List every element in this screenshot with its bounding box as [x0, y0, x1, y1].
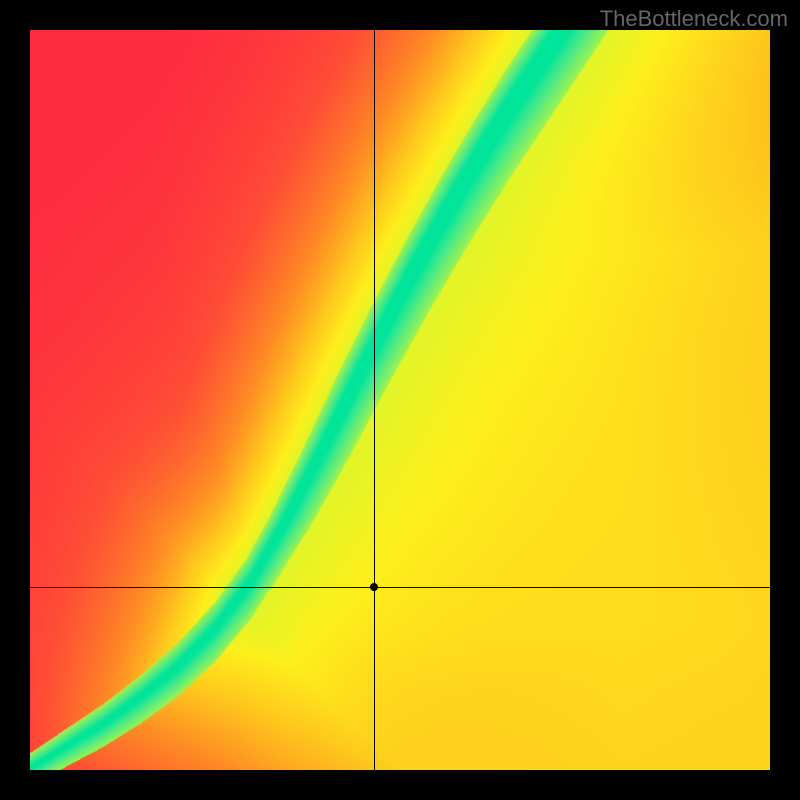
chart-container: TheBottleneck.com: [0, 0, 800, 800]
watermark-text: TheBottleneck.com: [600, 6, 788, 32]
crosshair-point: [370, 583, 378, 591]
crosshair-vertical: [374, 30, 375, 770]
plot-area: [30, 30, 770, 770]
heatmap-canvas: [30, 30, 770, 770]
crosshair-horizontal: [30, 587, 770, 588]
